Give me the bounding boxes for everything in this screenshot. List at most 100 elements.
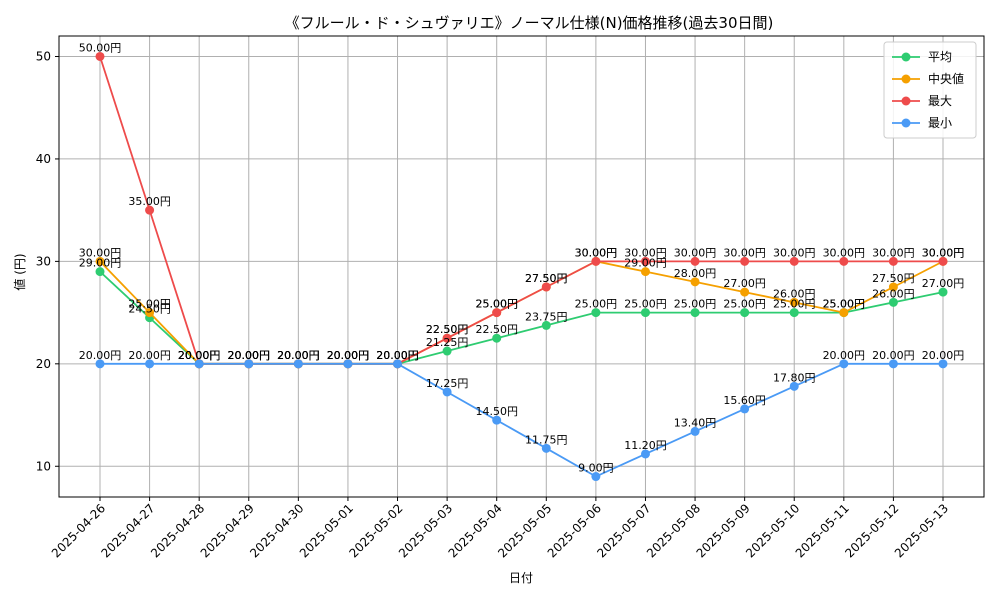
series-layer bbox=[95, 51, 948, 482]
data-point bbox=[888, 359, 898, 369]
data-label: 20.00円 bbox=[277, 349, 320, 362]
data-point bbox=[591, 472, 601, 482]
data-point bbox=[690, 308, 700, 318]
data-point bbox=[145, 359, 155, 369]
data-label: 50.00円 bbox=[79, 41, 122, 54]
data-label: 26.00円 bbox=[872, 287, 915, 300]
data-label: 20.00円 bbox=[327, 349, 370, 362]
data-point bbox=[95, 359, 105, 369]
data-label: 20.00円 bbox=[376, 349, 419, 362]
data-label: 20.00円 bbox=[228, 349, 271, 362]
plot-frame bbox=[58, 35, 985, 498]
data-label: 20.00円 bbox=[178, 349, 221, 362]
data-label: 30.00円 bbox=[773, 246, 816, 259]
data-point bbox=[938, 256, 948, 266]
data-point bbox=[938, 359, 948, 369]
data-point bbox=[789, 297, 799, 307]
data-label: 20.00円 bbox=[128, 349, 171, 362]
data-point bbox=[789, 308, 799, 318]
data-point bbox=[95, 256, 105, 266]
data-point bbox=[839, 256, 849, 266]
y-axis: 10 20 30 40 50 bbox=[36, 49, 59, 473]
data-point bbox=[591, 256, 601, 266]
data-label: 23.75円 bbox=[525, 310, 568, 323]
data-point bbox=[393, 359, 403, 369]
data-label: 20.00円 bbox=[228, 349, 271, 362]
data-point bbox=[690, 277, 700, 287]
data-point bbox=[888, 282, 898, 292]
data-label: 11.75円 bbox=[525, 433, 568, 446]
data-label: 20.00円 bbox=[277, 349, 320, 362]
data-point bbox=[740, 256, 750, 266]
data-label: 27.50円 bbox=[525, 272, 568, 285]
series-1 bbox=[95, 267, 948, 369]
y-tick-label: 20 bbox=[36, 357, 51, 371]
data-label: 30.00円 bbox=[872, 246, 915, 259]
data-point bbox=[244, 359, 254, 369]
legend-swatch-marker bbox=[901, 118, 911, 128]
data-label: 17.25円 bbox=[426, 377, 469, 390]
legend-box bbox=[883, 41, 977, 139]
data-point bbox=[541, 443, 551, 453]
data-label: 26.00円 bbox=[773, 287, 816, 300]
data-label: 30.00円 bbox=[575, 246, 618, 259]
data-label: 25.00円 bbox=[475, 298, 518, 311]
data-label: 25.00円 bbox=[624, 298, 667, 311]
data-label: 30.00円 bbox=[922, 246, 965, 259]
data-point bbox=[145, 205, 155, 215]
series-4 bbox=[95, 359, 948, 482]
legend-label: 最小 bbox=[928, 116, 952, 130]
legend-swatch-marker bbox=[901, 74, 911, 84]
data-label: 21.25円 bbox=[426, 336, 469, 349]
data-point bbox=[938, 287, 948, 297]
data-label: 25.00円 bbox=[674, 298, 717, 311]
data-point bbox=[442, 346, 452, 356]
data-label: 24.50円 bbox=[128, 303, 171, 316]
data-label: 13.40円 bbox=[674, 416, 717, 429]
x-tick-label: 2025-05-13 bbox=[892, 501, 951, 560]
data-label: 25.00円 bbox=[823, 298, 866, 311]
data-label: 25.00円 bbox=[823, 298, 866, 311]
data-label: 20.00円 bbox=[178, 349, 221, 362]
data-label: 30.00円 bbox=[674, 246, 717, 259]
data-point bbox=[145, 308, 155, 318]
data-label: 14.50円 bbox=[475, 405, 518, 418]
data-point bbox=[740, 287, 750, 297]
data-point bbox=[442, 333, 452, 343]
grid bbox=[59, 36, 984, 497]
data-label: 35.00円 bbox=[128, 195, 171, 208]
chart-title: 《フルール・ド・シュヴァリエ》ノーマル仕様(N)価格推移(過去30日間) bbox=[285, 14, 774, 32]
legend-label: 平均 bbox=[928, 50, 952, 64]
data-point bbox=[640, 267, 650, 277]
data-label: 30.00円 bbox=[823, 246, 866, 259]
data-point bbox=[789, 381, 799, 391]
data-point bbox=[640, 449, 650, 459]
data-label: 22.50円 bbox=[475, 323, 518, 336]
data-label: 20.00円 bbox=[178, 349, 221, 362]
data-point bbox=[343, 359, 353, 369]
data-point bbox=[541, 282, 551, 292]
data-label: 25.00円 bbox=[575, 298, 618, 311]
data-label: 20.00円 bbox=[228, 349, 271, 362]
data-point bbox=[690, 256, 700, 266]
data-label: 25.00円 bbox=[128, 298, 171, 311]
data-label: 20.00円 bbox=[178, 349, 221, 362]
data-label: 27.00円 bbox=[723, 277, 766, 290]
data-label: 20.00円 bbox=[327, 349, 370, 362]
y-axis-label: 値 (円) bbox=[12, 253, 27, 290]
data-label: 30.00円 bbox=[79, 246, 122, 259]
data-label: 30.00円 bbox=[575, 246, 618, 259]
data-point bbox=[740, 404, 750, 414]
data-label: 20.00円 bbox=[376, 349, 419, 362]
data-label: 11.20円 bbox=[624, 439, 667, 452]
data-label: 20.00円 bbox=[327, 349, 370, 362]
data-label: 20.00円 bbox=[327, 349, 370, 362]
data-point bbox=[492, 333, 502, 343]
data-label: 22.50円 bbox=[426, 323, 469, 336]
data-label: 15.60円 bbox=[723, 394, 766, 407]
data-point bbox=[888, 297, 898, 307]
data-label: 22.50円 bbox=[426, 323, 469, 336]
data-label: 20.00円 bbox=[376, 349, 419, 362]
